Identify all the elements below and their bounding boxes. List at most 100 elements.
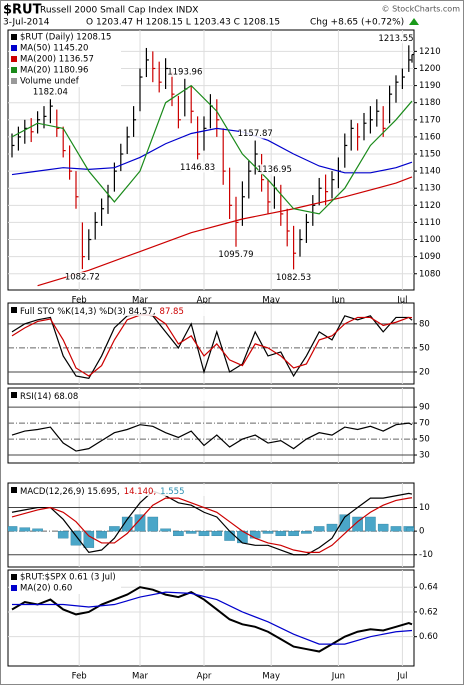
- y-tick-label: 1210: [419, 47, 441, 57]
- x-tick-label: Feb: [72, 672, 87, 682]
- legend-bg: [9, 390, 209, 401]
- legend-bg: [9, 43, 121, 54]
- histogram-bar: [275, 530, 287, 537]
- annotation: 1082.53: [276, 273, 311, 283]
- y-tick-label: 50: [419, 435, 430, 445]
- plot: [11, 422, 413, 452]
- y-tick-label: 1120: [419, 201, 441, 211]
- legend-label: 1.555: [160, 487, 184, 497]
- legend-label: $RUT (Daily) 1208.15: [20, 33, 111, 43]
- histogram-bar: [121, 516, 133, 532]
- annotation: 1146.83: [180, 163, 215, 173]
- legend-label: Full STO %K(14,3) %D(3) 84.57,: [20, 307, 156, 317]
- annotation-bg: [168, 66, 201, 77]
- histogram-bar: [390, 526, 402, 532]
- legend-label: MA(50) 1145.20: [20, 44, 88, 54]
- y-tick-label: 1150: [419, 150, 441, 160]
- legend-swatch: [11, 585, 17, 591]
- annotation: 1095.79: [218, 250, 253, 260]
- legend-swatch: [11, 487, 17, 493]
- legend: RSI(14) 68.08: [20, 392, 78, 402]
- histogram-bar: [288, 530, 299, 537]
- y-tick-label: 1110: [419, 218, 441, 228]
- y-tick-label: 1090: [419, 252, 441, 262]
- histogram-bar: [249, 530, 261, 539]
- series-line: [11, 313, 413, 380]
- legend: MACD(12,26,9) 15.695, 14.140, 1.555: [20, 487, 185, 497]
- legend-label: MA(20) 0.60: [20, 584, 72, 594]
- histogram-bar: [339, 514, 351, 532]
- plot: [11, 313, 413, 380]
- legend-label: MA(20) 1180.96: [20, 66, 88, 76]
- series-line: [11, 586, 413, 653]
- histogram-bar: [301, 530, 312, 534]
- histogram-bar: [147, 516, 159, 532]
- histogram-bar: [313, 526, 325, 532]
- x-tick-label: Jul: [396, 296, 407, 306]
- symbol: $RUT: [3, 3, 42, 18]
- plot: [11, 45, 414, 287]
- histogram-bar: [377, 523, 389, 532]
- histogram-bar: [96, 530, 107, 539]
- change: Chg +8.65 (+0.72%): [310, 18, 404, 28]
- annotation: 1157.87: [238, 129, 273, 139]
- x-tick-label: Mar: [132, 672, 149, 682]
- histogram-bar: [211, 530, 223, 537]
- histogram-bar: [365, 516, 376, 532]
- legend-label: RSI(14) 68.08: [20, 392, 78, 402]
- legend-bg: [9, 32, 121, 43]
- credit: © StockCharts.com: [382, 5, 461, 14]
- histogram-bar: [8, 526, 18, 532]
- y-tick-label: -10: [419, 550, 433, 560]
- histogram-bar: [109, 526, 120, 532]
- y-tick-label: 20: [419, 367, 430, 377]
- legend-bg: [9, 54, 121, 65]
- annotation-bg: [239, 128, 272, 139]
- legend-label: Volume undef: [20, 77, 80, 87]
- plot: [8, 490, 414, 556]
- y-tick-label: 1160: [419, 132, 441, 142]
- annotation-bg: [66, 272, 99, 283]
- index-name: Russell 2000 Small Cap Index INDX: [40, 6, 198, 16]
- annotation: 1182.04: [33, 88, 68, 98]
- y-tick-label: 0.64: [419, 583, 438, 593]
- y-tick-label: 1080: [419, 269, 441, 279]
- legend-swatch: [11, 34, 17, 40]
- y-tick-label: 1180: [419, 98, 441, 108]
- histogram-bar: [173, 530, 184, 537]
- y-tick-label: 0.60: [419, 632, 438, 642]
- series-line: [11, 490, 413, 556]
- y-tick-label: 50: [419, 343, 430, 353]
- histogram-bar: [224, 530, 235, 541]
- date: 3-Jul-2014: [3, 18, 50, 28]
- legend-label: MA(200) 1136.57: [20, 55, 94, 65]
- annotation-bg: [258, 164, 291, 175]
- x-tick-label: Mar: [132, 296, 149, 306]
- y-tick-label: 1140: [419, 167, 441, 177]
- y-tick-label: 10: [419, 503, 430, 513]
- legend-swatch: [11, 78, 17, 84]
- histogram-bar: [262, 530, 274, 534]
- annotation-bg: [220, 249, 252, 260]
- x-tick-label: Jun: [331, 296, 345, 306]
- legend-bg: [9, 583, 121, 594]
- legend-swatch: [11, 574, 17, 580]
- legend-swatch: [11, 67, 17, 73]
- annotation-bg: [277, 272, 310, 283]
- series-line: [11, 422, 413, 452]
- plot: [11, 586, 413, 653]
- legend-label: 87.85: [160, 307, 184, 317]
- x-tick-label: Jun: [331, 672, 345, 682]
- y-tick-label: 80: [419, 319, 430, 329]
- legend-swatch: [11, 307, 17, 313]
- annotation-bg: [380, 33, 412, 44]
- quote: O 1203.47 H 1208.15 L 1203.43 C 1208.15: [86, 18, 280, 28]
- x-tick-label: Jul: [396, 672, 407, 682]
- y-tick-label: 1190: [419, 81, 441, 91]
- histogram-bar: [352, 516, 363, 532]
- x-tick-label: May: [262, 296, 280, 306]
- y-tick-label: 0: [419, 527, 424, 537]
- x-tick-label: May: [262, 672, 280, 682]
- histogram-bar: [160, 528, 171, 532]
